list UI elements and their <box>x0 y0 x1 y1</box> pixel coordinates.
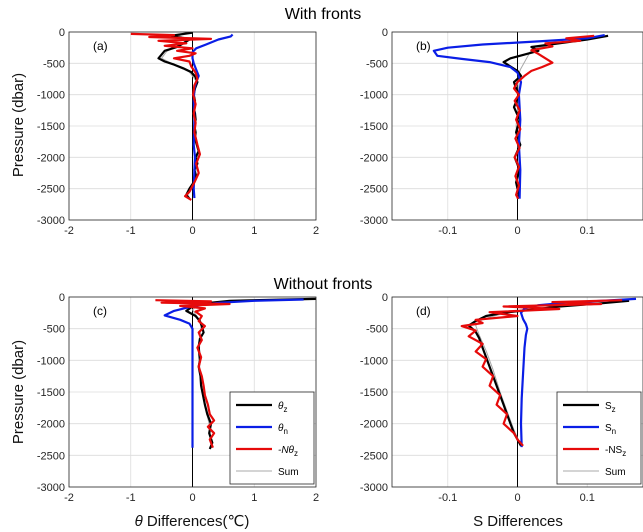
legend: θz θn -Nθz Sum <box>229 391 315 485</box>
series-line-negnz <box>130 32 213 201</box>
series-line-n <box>163 298 304 448</box>
series-line-negnz <box>512 34 595 200</box>
x-tick-label: 1 <box>251 225 257 237</box>
y-tick-label: 0 <box>59 27 65 39</box>
axes-frame <box>391 31 643 221</box>
panel-label: (c) <box>93 304 107 318</box>
series-line-n <box>191 33 234 199</box>
y-tick-label: 0 <box>59 292 65 304</box>
x-axis-label-salinity: S Differences <box>473 513 563 530</box>
axes-frame <box>391 296 643 488</box>
y-tick-label: -1000 <box>360 355 388 367</box>
y-tick-label: -2000 <box>360 419 388 431</box>
y-tick-label: -1500 <box>360 387 388 399</box>
legend-box <box>556 391 642 485</box>
panel-label: (b) <box>416 39 431 53</box>
x-tick-label: 0 <box>514 492 520 504</box>
y-axis-label-top: Pressure (dbar) <box>10 73 27 177</box>
y-tick-label: -500 <box>43 324 65 336</box>
legend-box <box>229 391 315 485</box>
panel-label: (d) <box>416 304 431 318</box>
y-tick-label: -500 <box>43 58 65 70</box>
title-without-fronts: Without fronts <box>274 276 373 293</box>
x-tick-label: -2 <box>64 492 74 504</box>
panel-b: -0.1 0 0.1 0 -500 -1000 -1500 -2000 -2500 -3000 (b… <box>360 27 643 237</box>
x-tick-label: 0 <box>189 225 195 237</box>
y-tick-label: -1500 <box>37 121 65 133</box>
x-tick-label: 0 <box>189 492 195 504</box>
legend: Sz Sn -NSz Sum <box>556 391 642 485</box>
y-tick-label: -2000 <box>360 152 388 164</box>
x-tick-label: -1 <box>126 492 136 504</box>
x-tick-label: 2 <box>313 492 319 504</box>
legend-label-sum: Sum <box>278 467 299 478</box>
y-tick-label: -3000 <box>37 482 65 494</box>
series-line-negnz <box>460 299 623 447</box>
x-tick-label: -0.1 <box>438 492 457 504</box>
y-tick-label: -2500 <box>360 184 388 196</box>
y-axis-label-bottom: Pressure (dbar) <box>10 340 27 444</box>
y-tick-label: -2500 <box>37 184 65 196</box>
title-with-fronts: With fronts <box>285 6 361 23</box>
x-tick-label: -0.1 <box>438 225 457 237</box>
legend-label-n: θn <box>278 423 288 436</box>
axes-frame <box>68 31 317 221</box>
legend-label-z: θz <box>278 401 287 414</box>
x-tick-label: 1 <box>251 492 257 504</box>
y-tick-label: -500 <box>366 324 388 336</box>
legend-label-n: Sn <box>605 423 616 436</box>
y-tick-label: -1000 <box>360 90 388 102</box>
legend-label-negnz: -Nθz <box>278 445 298 458</box>
panel-c: -2 -1 0 1 2 0 -500 -1000 -1500 -2000 -2500 -3000 (c)… <box>37 292 319 504</box>
series-line-negnz <box>155 299 231 449</box>
series-group <box>130 32 234 201</box>
x-tick-label: 0.1 <box>580 492 595 504</box>
series-line-n <box>519 297 637 448</box>
y-tick-label: -2500 <box>360 450 388 462</box>
legend-label-negnz: -NSz <box>605 445 626 458</box>
axes-frame <box>68 296 317 488</box>
x-tick-label: 0.1 <box>580 225 595 237</box>
legend-label-sum: Sum <box>605 467 626 478</box>
y-tick-label: -2000 <box>37 152 65 164</box>
panel-d: -0.1 0 0.1 0 -500 -1000 -1500 -2000 -2500 -3000 (d… <box>360 292 643 504</box>
y-tick-label: 0 <box>382 27 388 39</box>
y-tick-label: -3000 <box>37 215 65 227</box>
x-tick-label: 0 <box>514 225 520 237</box>
y-tick-label: -2000 <box>37 419 65 431</box>
x-tick-label: -2 <box>64 225 74 237</box>
y-tick-label: -500 <box>366 58 388 70</box>
y-tick-label: -1500 <box>37 387 65 399</box>
x-tick-label: 2 <box>313 225 319 237</box>
y-tick-label: -1000 <box>37 90 65 102</box>
panel-a: -2 -1 0 1 2 0 -500 -1000 -1500 -2000 -2500 -3000 (a) <box>37 27 319 237</box>
series-group <box>155 297 316 450</box>
y-tick-label: 0 <box>382 292 388 304</box>
x-axis-label-theta: θ Differences(℃) <box>135 513 250 530</box>
series-group <box>460 297 637 448</box>
y-tick-label: -3000 <box>360 482 388 494</box>
series-group <box>432 34 609 200</box>
x-tick-label: -1 <box>126 225 136 237</box>
y-tick-label: -1000 <box>37 355 65 367</box>
y-tick-label: -1500 <box>360 121 388 133</box>
legend-label-z: Sz <box>605 401 616 414</box>
y-tick-label: -2500 <box>37 450 65 462</box>
panel-label: (a) <box>93 39 108 53</box>
y-tick-label: -3000 <box>360 215 388 227</box>
